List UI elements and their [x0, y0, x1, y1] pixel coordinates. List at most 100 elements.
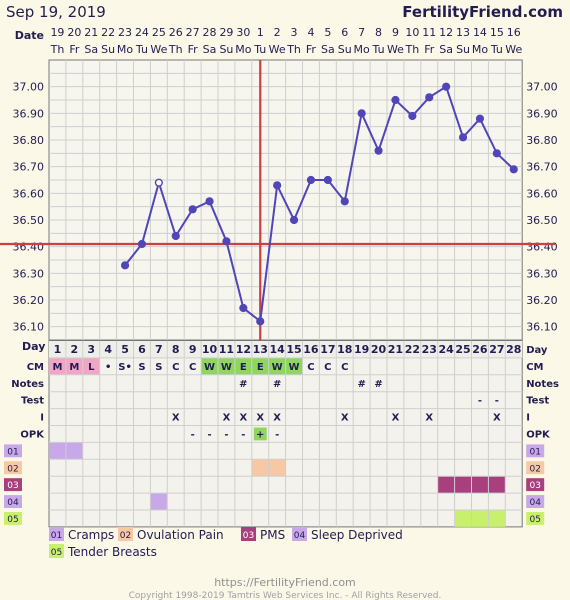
weekday-label: We	[150, 43, 167, 56]
legend-text: Sleep Deprived	[311, 528, 403, 542]
weekday-label: Sa	[84, 43, 98, 56]
weekday-label: Tu	[135, 43, 148, 56]
temperature-point	[171, 231, 180, 241]
date-label: 9	[392, 26, 399, 39]
date-label: 7	[358, 26, 365, 39]
date-label: 6	[341, 26, 348, 39]
weekday-label: Tu	[490, 43, 503, 56]
cm-value: C	[172, 362, 179, 373]
date-label: 13	[456, 26, 470, 39]
day-number: 9	[189, 343, 197, 356]
cm-value: M	[69, 362, 79, 373]
weekday-label: Fr	[188, 43, 199, 56]
day-number: 4	[104, 343, 112, 356]
plot-area: 37.00 37.00 36.90 36.90 36.80 36.80 36.70 36.70…	[0, 59, 558, 358]
opk-positive-fill	[253, 427, 267, 441]
date-label: 11	[422, 26, 436, 39]
weekday-label: Su	[101, 43, 115, 56]
temperature-series-line	[124, 85, 515, 324]
weekday-label: Fr	[306, 43, 317, 56]
custom-row-code-right: 02	[529, 464, 540, 474]
cm-cell-fill	[82, 357, 100, 375]
cm-value: •	[105, 362, 111, 373]
legend-swatch	[292, 527, 307, 541]
legend-swatch	[241, 527, 256, 541]
opk-result: -	[275, 430, 279, 441]
day-number: 27	[489, 343, 504, 356]
custom-cell-fill	[454, 510, 472, 527]
y-tick-right: 36.20	[526, 294, 558, 307]
legend-text: Ovulation Pain	[137, 528, 224, 542]
custom-row-swatch-left	[4, 495, 22, 508]
weekday-label: Fr	[424, 43, 435, 56]
date-label: 16	[507, 26, 521, 39]
weekday-label: Th	[404, 43, 419, 56]
date-label: 22	[101, 26, 115, 39]
y-tick-left: 36.30	[13, 267, 45, 280]
row-label-left: CM	[27, 362, 44, 373]
day-number: 3	[87, 343, 95, 356]
weekday-label: Tu	[253, 43, 266, 56]
day-number: 21	[388, 343, 403, 356]
cm-value: W	[272, 362, 283, 373]
day-number: 10	[202, 343, 218, 356]
legend-code: 04	[294, 531, 306, 541]
y-tick-left: 36.50	[13, 214, 45, 227]
intercourse-mark: X	[341, 413, 349, 424]
legend-code: 01	[51, 531, 62, 541]
y-tick-right: 36.90	[526, 107, 558, 120]
custom-row-swatch-left	[4, 512, 22, 525]
intercourse-mark: X	[392, 413, 400, 424]
date-label: 10	[405, 26, 419, 39]
y-tick-right: 36.80	[526, 134, 558, 147]
footer-url[interactable]: https://FertilityFriend.com	[214, 576, 356, 589]
custom-cell-fill	[471, 510, 489, 527]
custom-row-swatch-right	[526, 512, 545, 525]
day-number: 23	[422, 343, 437, 356]
custom-row-code-left: 04	[7, 498, 19, 508]
intercourse-mark: X	[256, 413, 264, 424]
day-number: 24	[438, 343, 454, 356]
temperature-point	[306, 175, 316, 185]
cm-value: W	[289, 362, 300, 373]
row-label-left: I	[40, 413, 44, 424]
date-label: 8	[375, 26, 382, 39]
date-row-label: Date	[15, 29, 44, 42]
day-number: 7	[155, 343, 163, 356]
cm-cell-fill	[251, 357, 269, 375]
weekday-label: Sa	[203, 43, 217, 56]
temperature-point	[408, 111, 417, 121]
day-number: 17	[320, 343, 335, 356]
custom-cell-fill	[437, 476, 455, 494]
day-number: 15	[286, 343, 301, 356]
date-label: 24	[135, 26, 149, 39]
date-label: 5	[324, 26, 331, 39]
intercourse-mark: X	[493, 413, 501, 424]
weekday-label: Su	[338, 43, 352, 56]
date-label: 27	[186, 26, 200, 39]
date-label: 14	[473, 26, 487, 39]
cm-value: C	[341, 362, 348, 373]
date-label: 12	[439, 26, 453, 39]
day-number: 6	[138, 343, 146, 356]
y-tick-right: 36.30	[526, 267, 558, 280]
opk-result: -	[207, 430, 211, 441]
date-label: 23	[118, 26, 132, 39]
cm-value: W	[221, 362, 232, 373]
y-tick-left: 36.90	[13, 107, 45, 120]
custom-cell-fill	[49, 442, 66, 460]
custom-cell-fill	[150, 493, 168, 510]
y-tick-left: 36.40	[13, 241, 45, 254]
weekday-label: Mo	[235, 43, 251, 56]
y-tick-right: 36.10	[526, 321, 558, 334]
custom-row-swatch-right	[526, 478, 545, 492]
temperature-point	[323, 175, 332, 185]
cm-value: E	[240, 362, 247, 373]
y-tick-right: 36.50	[526, 214, 558, 227]
temperature-point	[442, 82, 451, 91]
date-label: 30	[236, 26, 250, 39]
legend-text: Cramps	[68, 528, 114, 542]
footer-copyright: Copyright 1998-2019 Tamtris Web Services…	[129, 591, 442, 600]
weekday-label: Sa	[439, 43, 453, 56]
y-tick-left: 36.80	[13, 134, 45, 147]
